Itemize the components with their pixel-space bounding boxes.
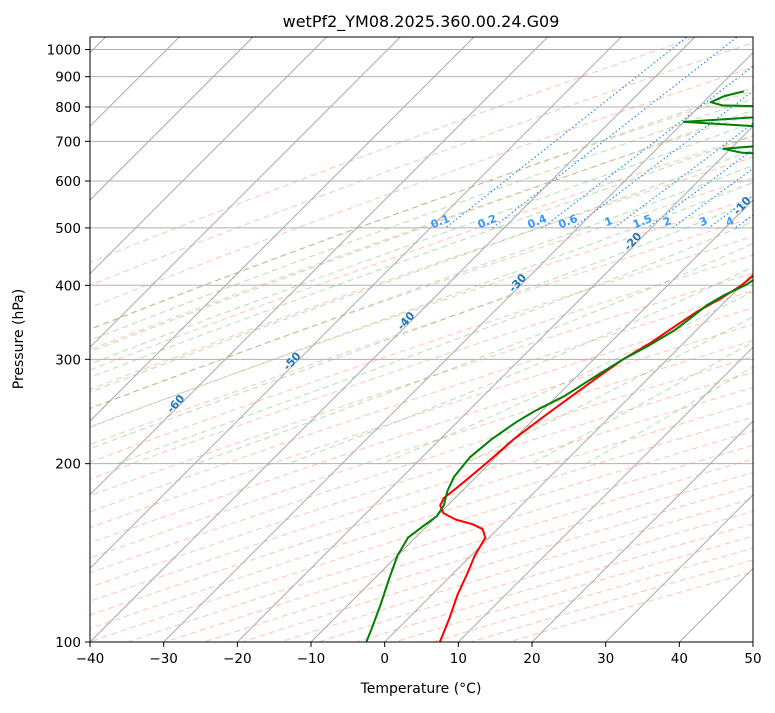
y-tick-label: 1000: [47, 43, 81, 59]
x-tick-label: 30: [597, 651, 614, 667]
mixing-ratio-label: 6: [763, 214, 775, 229]
chart-title: wetPf2_YM08.2025.360.00.24.G09: [283, 12, 560, 32]
x-tick-label: 50: [744, 651, 761, 667]
y-tick-label: 700: [55, 134, 81, 150]
y-tick-label: 200: [55, 457, 81, 473]
x-tick-label: −40: [76, 651, 105, 667]
y-axis-label: Pressure (hPa): [11, 289, 27, 389]
x-tick-label: 0: [380, 651, 389, 667]
x-tick-label: 10: [450, 651, 467, 667]
y-tick-label: 100: [55, 635, 81, 651]
x-tick-label: −30: [149, 651, 178, 667]
y-tick-label: 800: [55, 100, 81, 116]
x-tick-label: −20: [223, 651, 252, 667]
y-tick-label: 600: [55, 174, 81, 190]
y-tick-label: 400: [55, 278, 81, 294]
x-tick-label: 20: [523, 651, 540, 667]
y-tick-label: 900: [55, 70, 81, 86]
y-tick-label: 500: [55, 221, 81, 237]
y-tick-label: 300: [55, 352, 81, 368]
x-tick-label: −10: [297, 651, 326, 667]
x-axis-label: Temperature (°C): [360, 681, 482, 697]
x-tick-label: 40: [671, 651, 688, 667]
